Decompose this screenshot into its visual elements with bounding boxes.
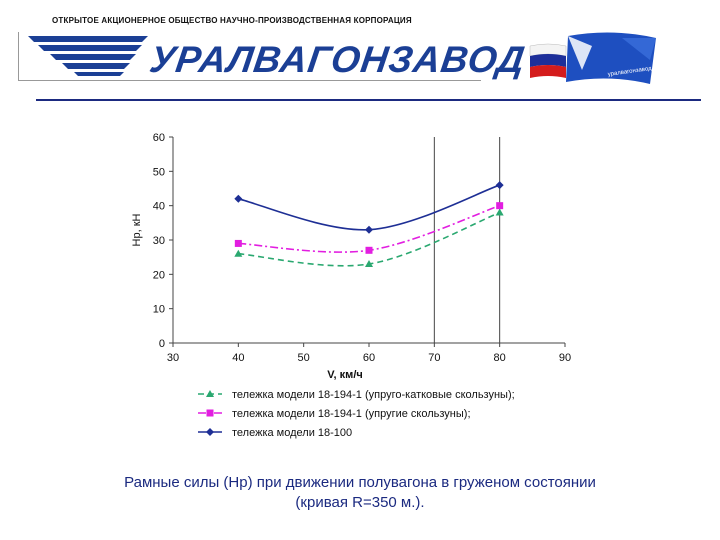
y-tick-label: 60: [153, 132, 165, 144]
series-1-point: [234, 249, 243, 257]
y-tick-label: 10: [153, 304, 165, 316]
legend-label-3: тележка модели 18-100: [232, 427, 352, 439]
y-tick-label: 30: [153, 235, 165, 247]
x-tick-label: 70: [428, 352, 440, 364]
header-divider: [36, 99, 701, 101]
x-tick-label: 90: [559, 352, 571, 364]
caption-line-2: (кривая R=350 м.).: [295, 494, 425, 511]
legend-marker-2: [206, 409, 214, 417]
x-axis-label: V, км/ч: [327, 369, 363, 381]
series-3-point: [495, 181, 504, 190]
series-3-point: [365, 225, 373, 234]
legend-marker-3: [206, 428, 214, 436]
series-2-point: [234, 239, 242, 247]
x-tick-label: 80: [494, 352, 506, 364]
y-axis-label: Нр, кН: [131, 213, 143, 246]
y-tick-label: 20: [153, 269, 165, 281]
y-tick-label: 50: [153, 166, 165, 178]
caption-line-1: Рамные силы (Нр) при движении полувагона…: [124, 474, 596, 491]
russian-flag-icon: [529, 43, 567, 78]
y-tick-label: 0: [159, 338, 165, 350]
series-2-point: [496, 202, 504, 210]
x-tick-label: 40: [232, 352, 244, 364]
company-flag-icon: уралвагонзавод: [566, 32, 656, 84]
logo-wordmark: УРАЛВАГОНЗАВОД: [147, 39, 529, 80]
logo-wing-icon: [28, 36, 148, 76]
series-1-point: [495, 208, 504, 216]
legend-marker-1: [206, 390, 214, 397]
line-chart: 0 10 20 30 40 50 60 30 40 50 60 70 80 90 Нр, кН V, км/ч…: [131, 132, 571, 439]
x-tick-label: 50: [298, 352, 310, 364]
legend-label-2: тележка модели 18-194-1 (упругие скользу…: [232, 408, 471, 420]
series-line-3: [238, 184, 500, 231]
series-3-point: [234, 194, 243, 203]
logo-frame: [18, 32, 481, 81]
series-2-point: [365, 246, 373, 254]
legend-label-1: тележка модели 18-194-1 (упруго-катковые…: [232, 389, 515, 401]
company-header-line: ОТКРЫТОЕ АКЦИОНЕРНОЕ ОБЩЕСТВО НАУЧНО-ПРО…: [52, 16, 412, 25]
y-tick-label: 40: [153, 201, 165, 213]
series-1-point: [365, 260, 373, 268]
x-tick-label: 30: [167, 352, 179, 364]
x-tick-label: 60: [363, 352, 375, 364]
